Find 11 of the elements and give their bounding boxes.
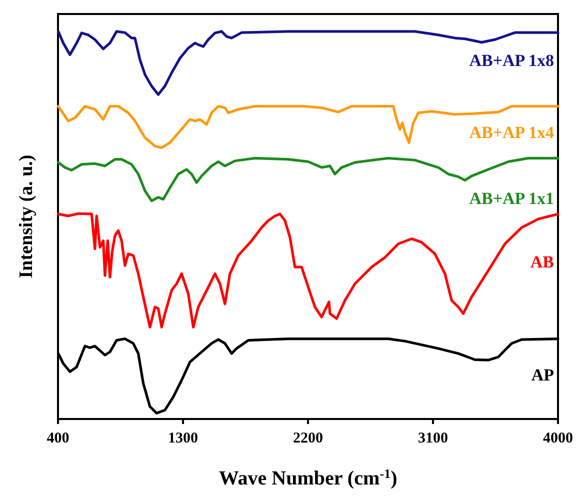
x-tick-label: 3100 (418, 430, 448, 446)
y-axis-title: Intensity (a. u.) (16, 154, 37, 278)
series-label: AB (530, 252, 554, 272)
series-label: AB+AP 1x8 (469, 50, 554, 70)
series-label: AB+AP 1x1 (469, 188, 554, 208)
x-tick-label: 2200 (293, 430, 323, 446)
x-tick-label: 400 (46, 430, 70, 446)
x-tick-label: 4000 (543, 430, 573, 446)
series-label: AP (531, 365, 554, 384)
series-label: AB+AP 1x4 (469, 122, 554, 142)
x-tick-label: 1300 (168, 430, 198, 446)
